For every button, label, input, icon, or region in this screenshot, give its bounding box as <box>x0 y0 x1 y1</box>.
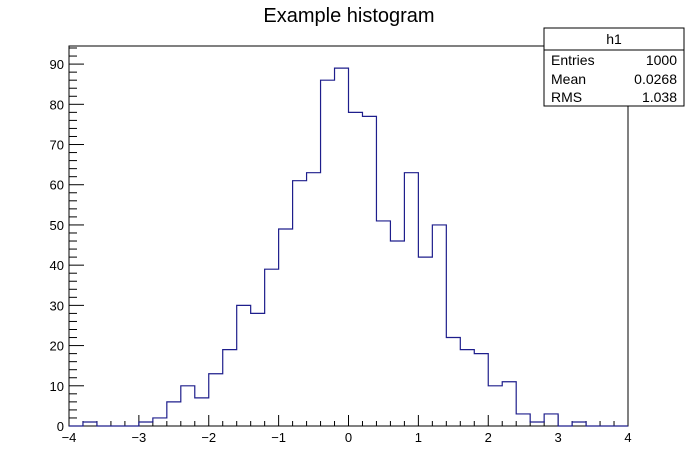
histogram-bin <box>432 225 446 426</box>
stats-box: h1 Entries 1000 Mean 0.0268 RMS 1.038 <box>543 27 685 107</box>
histogram-bins <box>83 68 586 426</box>
x-tick-label: −4 <box>62 430 77 445</box>
histogram-bin <box>251 313 265 426</box>
histogram-bin <box>390 241 404 426</box>
x-tick-label: −3 <box>131 430 146 445</box>
stats-box-title: h1 <box>606 31 622 47</box>
histogram-outline <box>69 67 628 427</box>
histogram-bin <box>460 350 474 426</box>
x-tick-label: −2 <box>201 430 216 445</box>
y-tick-label: 10 <box>50 379 64 394</box>
histogram-bin <box>293 181 307 426</box>
x-tick-label: 0 <box>345 430 352 445</box>
histogram-bin <box>404 173 418 426</box>
x-axis: −4 −3 −2 −1 0 1 2 3 4 <box>62 415 632 445</box>
y-tick-label: 50 <box>50 218 64 233</box>
y-tick-label: 70 <box>50 138 64 153</box>
y-tick-label: 0 <box>57 419 64 434</box>
histogram-bin <box>209 374 223 426</box>
histogram-bin <box>474 354 488 426</box>
histogram-bin <box>153 418 167 426</box>
histogram-bin <box>223 350 237 426</box>
histogram-bin <box>502 382 516 426</box>
histogram-bin <box>335 68 349 426</box>
y-tick-label: 40 <box>50 258 64 273</box>
chart-title: Example histogram <box>263 5 434 27</box>
x-tick-label: 1 <box>415 430 422 445</box>
stats-rms-label: RMS <box>551 89 582 105</box>
y-tick-label: 80 <box>50 97 64 112</box>
histogram-bin <box>321 80 335 426</box>
histogram-bin <box>530 422 544 426</box>
y-tick-label: 30 <box>50 298 64 313</box>
histogram-bin <box>362 116 376 426</box>
histogram-bin <box>516 414 530 426</box>
histogram-bin <box>376 221 390 426</box>
y-tick-label: 90 <box>50 57 64 72</box>
histogram-bin <box>446 338 460 426</box>
histogram-bin <box>139 422 153 426</box>
histogram-bin <box>349 112 363 426</box>
stats-mean-value: 0.0268 <box>634 71 677 87</box>
stats-rms-value: 1.038 <box>642 89 677 105</box>
histogram-bin <box>572 422 586 426</box>
histogram-bin <box>195 398 209 426</box>
x-tick-label: −1 <box>271 430 286 445</box>
stats-entries-label: Entries <box>551 52 595 68</box>
histogram-bin <box>307 173 321 426</box>
y-tick-label: 20 <box>50 339 64 354</box>
stats-box-frame <box>543 27 685 107</box>
histogram-bin <box>488 386 502 426</box>
y-axis: 0 10 20 30 40 50 60 70 80 90 <box>50 47 84 434</box>
y-tick-label: 60 <box>50 178 64 193</box>
histogram-bin <box>418 257 432 426</box>
histogram-bin <box>167 402 181 426</box>
x-tick-label: 4 <box>624 430 631 445</box>
x-tick-label: 3 <box>555 430 562 445</box>
stats-mean-label: Mean <box>551 71 586 87</box>
histogram-bin <box>181 386 195 426</box>
histogram-bin <box>237 305 251 426</box>
histogram-bin <box>83 422 97 426</box>
histogram-bin <box>544 414 558 426</box>
x-tick-label: 2 <box>485 430 492 445</box>
stats-entries-value: 1000 <box>646 52 677 68</box>
histogram-bin <box>265 269 279 426</box>
histogram-bin <box>279 229 293 426</box>
